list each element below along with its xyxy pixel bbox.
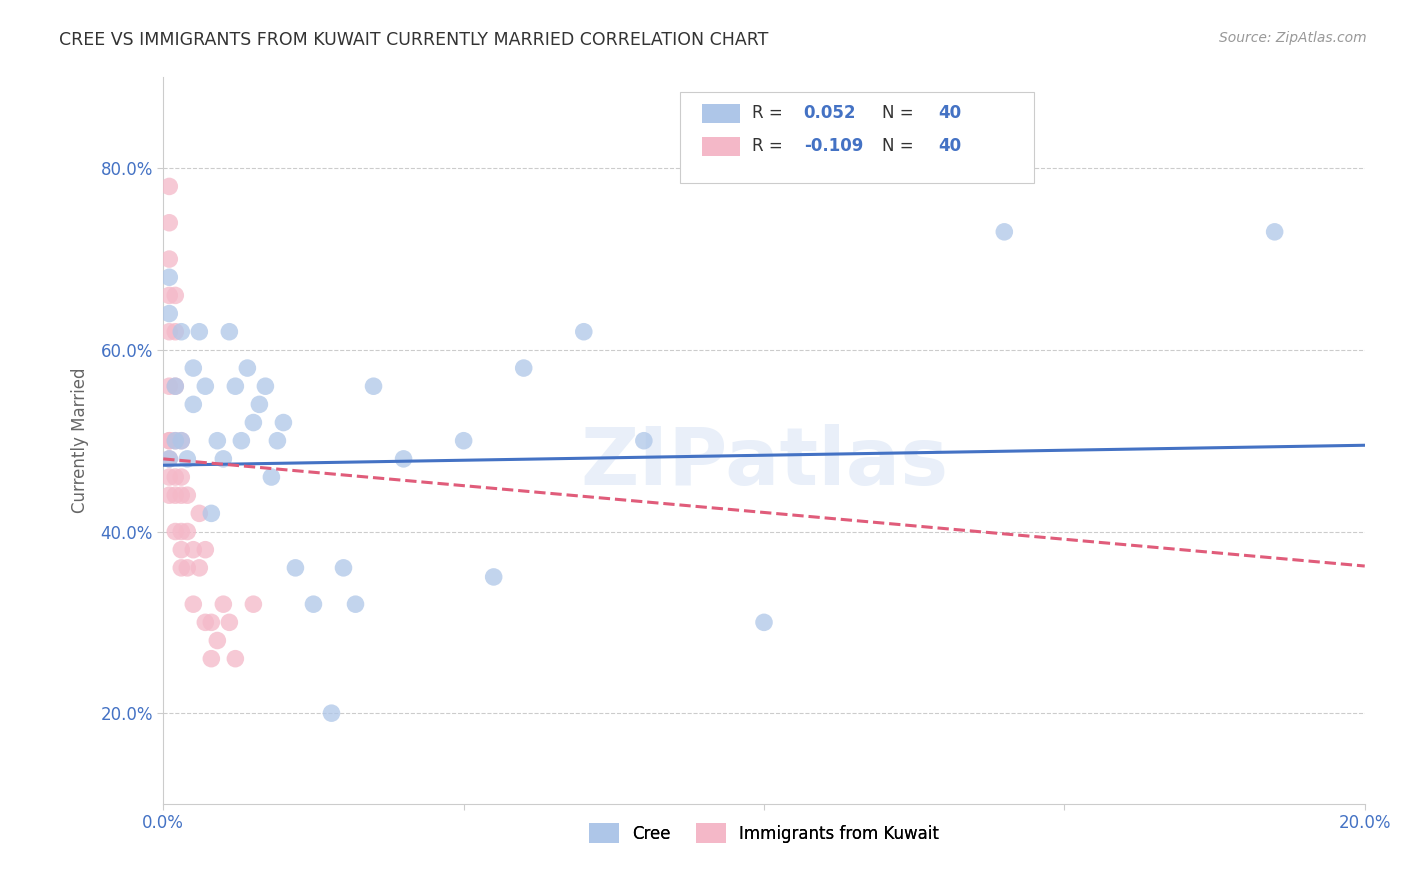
Point [165, 524, 187, 539]
Point [157, 307, 180, 321]
Point [157, 252, 180, 266]
FancyBboxPatch shape [681, 92, 1035, 183]
Point [218, 615, 240, 630]
Text: 0.052: 0.052 [804, 104, 856, 122]
Point [170, 325, 193, 339]
Point [302, 597, 325, 611]
Point [165, 434, 187, 448]
Point [993, 225, 1015, 239]
Point [218, 325, 240, 339]
Point [176, 451, 198, 466]
Point [254, 379, 277, 393]
Point [453, 434, 475, 448]
Point [188, 507, 211, 521]
Point [176, 488, 198, 502]
Text: N =: N = [882, 104, 918, 122]
Point [194, 542, 217, 557]
Point [181, 397, 204, 411]
Point [188, 561, 211, 575]
Point [224, 379, 246, 393]
Point [157, 451, 180, 466]
Point [200, 615, 222, 630]
Point [157, 216, 180, 230]
Point [572, 325, 595, 339]
Point [157, 325, 180, 339]
Point [260, 470, 283, 484]
Point [157, 488, 180, 502]
Point [321, 706, 343, 721]
Point [165, 379, 187, 393]
Point [242, 416, 264, 430]
Point [157, 434, 180, 448]
Point [181, 597, 204, 611]
Point [200, 651, 222, 665]
Point [170, 488, 193, 502]
Point [181, 542, 204, 557]
Point [207, 633, 229, 648]
Point [157, 288, 180, 302]
Point [512, 361, 534, 376]
Point [633, 434, 655, 448]
Text: 40: 40 [938, 104, 962, 122]
Point [752, 615, 775, 630]
Point [212, 597, 235, 611]
Point [170, 524, 193, 539]
Text: R =: R = [752, 104, 787, 122]
Point [1264, 225, 1286, 239]
Point [176, 561, 198, 575]
Bar [702, 137, 740, 156]
Point [165, 434, 187, 448]
Point [207, 434, 229, 448]
Point [231, 434, 253, 448]
Point [194, 379, 217, 393]
Text: CREE VS IMMIGRANTS FROM KUWAIT CURRENTLY MARRIED CORRELATION CHART: CREE VS IMMIGRANTS FROM KUWAIT CURRENTLY… [59, 31, 769, 49]
Point [247, 397, 270, 411]
Point [392, 451, 415, 466]
Point [170, 542, 193, 557]
Text: ZIPatlas: ZIPatlas [579, 424, 948, 501]
Point [165, 325, 187, 339]
Y-axis label: Currently Married: Currently Married [72, 368, 89, 514]
Point [157, 179, 180, 194]
Point [200, 507, 222, 521]
Point [170, 470, 193, 484]
Bar [702, 104, 740, 123]
Text: N =: N = [882, 136, 918, 154]
Text: Source: ZipAtlas.com: Source: ZipAtlas.com [1219, 31, 1367, 45]
Point [170, 434, 193, 448]
Point [165, 288, 187, 302]
Point [170, 561, 193, 575]
Point [165, 379, 187, 393]
Point [188, 325, 211, 339]
Legend: Cree, Immigrants from Kuwait: Cree, Immigrants from Kuwait [582, 816, 946, 850]
Point [242, 597, 264, 611]
Text: 40: 40 [938, 136, 962, 154]
Point [176, 524, 198, 539]
Point [157, 270, 180, 285]
Point [344, 597, 367, 611]
Point [224, 651, 246, 665]
Point [157, 434, 180, 448]
Point [266, 434, 288, 448]
Point [165, 470, 187, 484]
Point [157, 470, 180, 484]
Point [332, 561, 354, 575]
Point [181, 361, 204, 376]
Point [236, 361, 259, 376]
Point [157, 451, 180, 466]
Point [194, 615, 217, 630]
Point [363, 379, 385, 393]
Text: R =: R = [752, 136, 787, 154]
Point [273, 416, 295, 430]
Point [482, 570, 505, 584]
Point [212, 451, 235, 466]
Point [284, 561, 307, 575]
Point [170, 434, 193, 448]
Point [157, 379, 180, 393]
Text: -0.109: -0.109 [804, 136, 863, 154]
Point [165, 488, 187, 502]
